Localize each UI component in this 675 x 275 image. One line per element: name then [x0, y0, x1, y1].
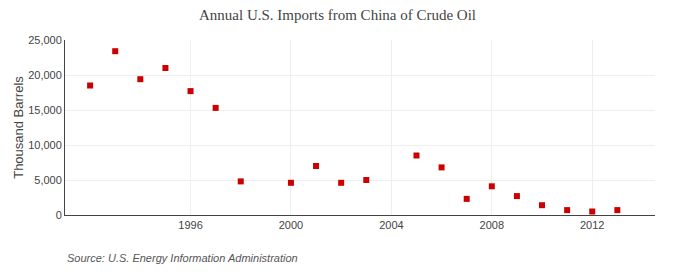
svg-text:25,000: 25,000: [28, 34, 62, 46]
svg-text:Annual U.S. Imports from China: Annual U.S. Imports from China of Crude …: [199, 7, 476, 23]
svg-text:5,000: 5,000: [34, 174, 62, 186]
svg-text:2004: 2004: [379, 219, 403, 231]
svg-text:Source: U.S. Energy Informatio: Source: U.S. Energy Information Administ…: [67, 252, 298, 264]
svg-text:0: 0: [56, 209, 62, 221]
svg-text:2000: 2000: [279, 219, 303, 231]
svg-text:2008: 2008: [480, 219, 504, 231]
svg-text:15,000: 15,000: [28, 104, 62, 116]
svg-text:20,000: 20,000: [28, 69, 62, 81]
svg-text:1996: 1996: [178, 219, 202, 231]
svg-text:2012: 2012: [580, 219, 604, 231]
svg-text:10,000: 10,000: [28, 139, 62, 151]
svg-text:Thousand Barrels: Thousand Barrels: [11, 76, 26, 179]
